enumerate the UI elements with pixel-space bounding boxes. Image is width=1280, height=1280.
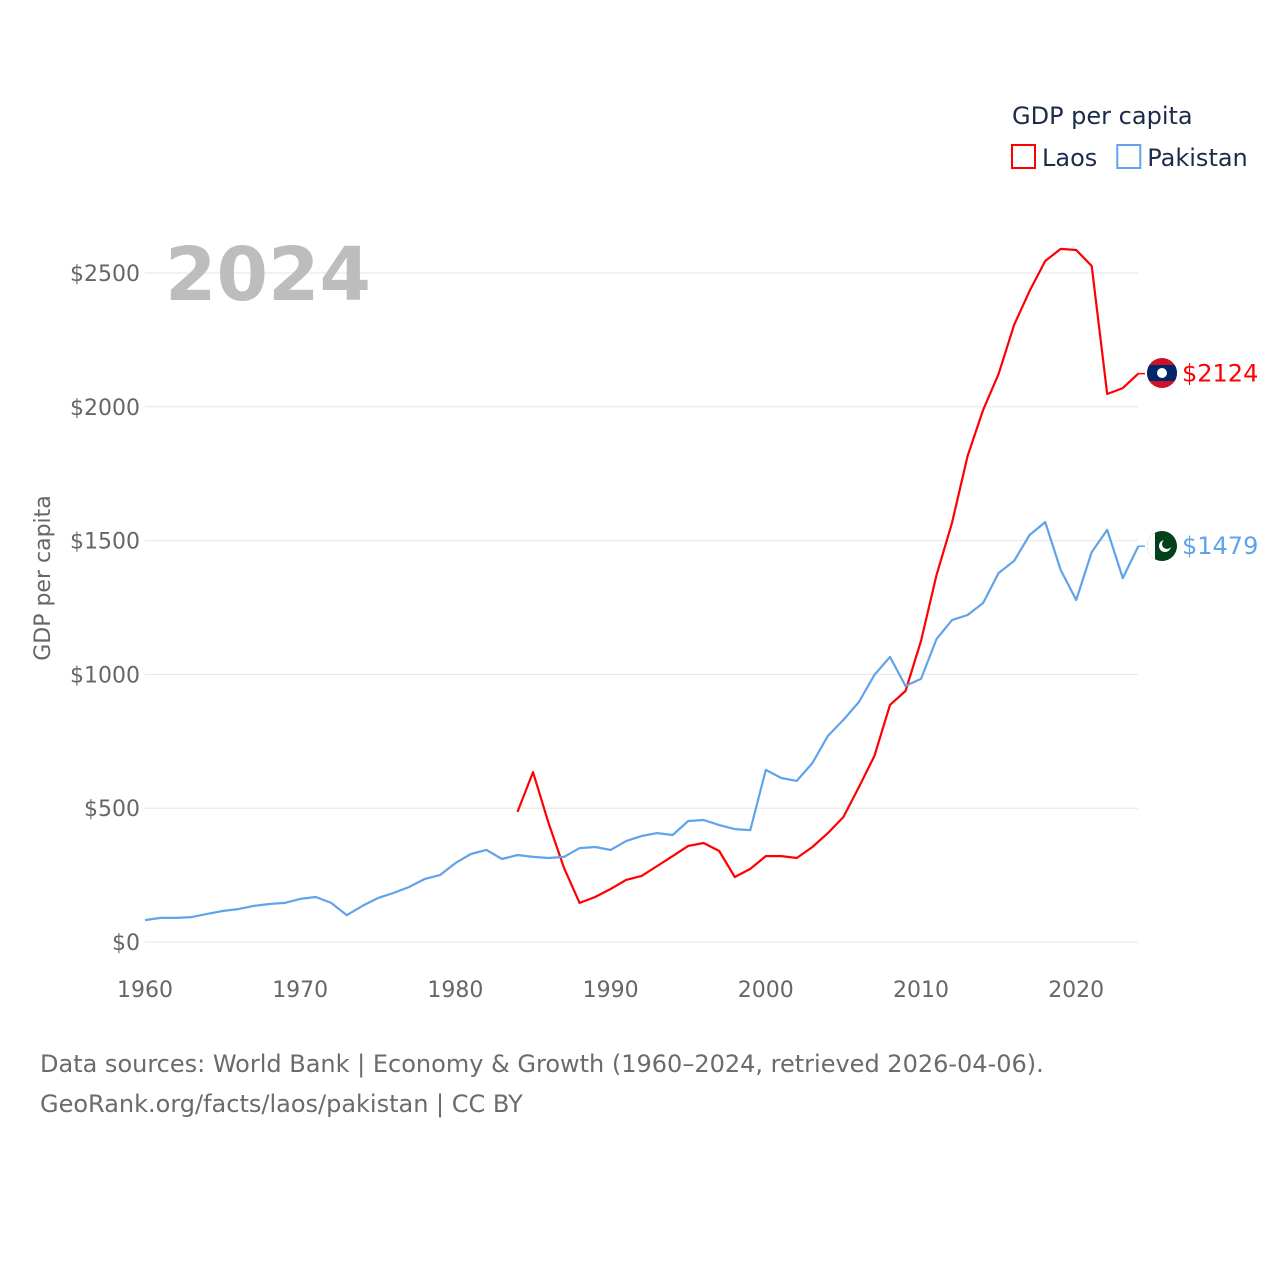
legend-swatch[interactable] [1116,144,1142,169]
big-year: 2024 [165,232,371,318]
source-link[interactable]: GeoRank.org/facts/laos/pakistan | CC BY [40,1090,523,1118]
footer: Data sources: World Bank | Economy & Gro… [40,1044,1044,1124]
x-tick-label: 2020 [1048,978,1104,1003]
legend-swatch[interactable] [1011,144,1036,169]
y-axis-label: GDP per capita [31,495,56,661]
x-tick-label: 1960 [117,978,173,1003]
x-tick-label: 1980 [427,978,483,1003]
legend-title: GDP per capita [1012,102,1193,130]
y-tick-label: $2000 [70,396,140,421]
y-tick-label: $500 [84,797,140,822]
series-line-laos [516,247,1140,905]
y-tick-label: $1000 [70,663,140,688]
y-tick-label: $2500 [70,262,140,287]
x-tick-label: 1970 [272,978,328,1003]
y-tick-label: $0 [112,931,140,956]
x-tick-label: 2000 [738,978,794,1003]
x-tick-label: 2010 [893,978,949,1003]
legend: GDP per capita Laos Pakistan [1011,102,1248,172]
legend-item-pakistan[interactable]: Pakistan [1147,144,1248,172]
x-tick-label: 1990 [583,978,639,1003]
legend-item-laos[interactable]: Laos [1042,144,1097,172]
data-source: Data sources: World Bank | Economy & Gro… [40,1050,1044,1078]
y-tick-label: $1500 [70,530,140,555]
end-label-laos: $2124 [1182,360,1258,388]
laos-flag-icon [1147,358,1177,388]
end-label-pakistan: $1479 [1182,532,1258,560]
pakistan-flag-icon [1147,531,1177,561]
series-line-pakistan [144,520,1140,922]
